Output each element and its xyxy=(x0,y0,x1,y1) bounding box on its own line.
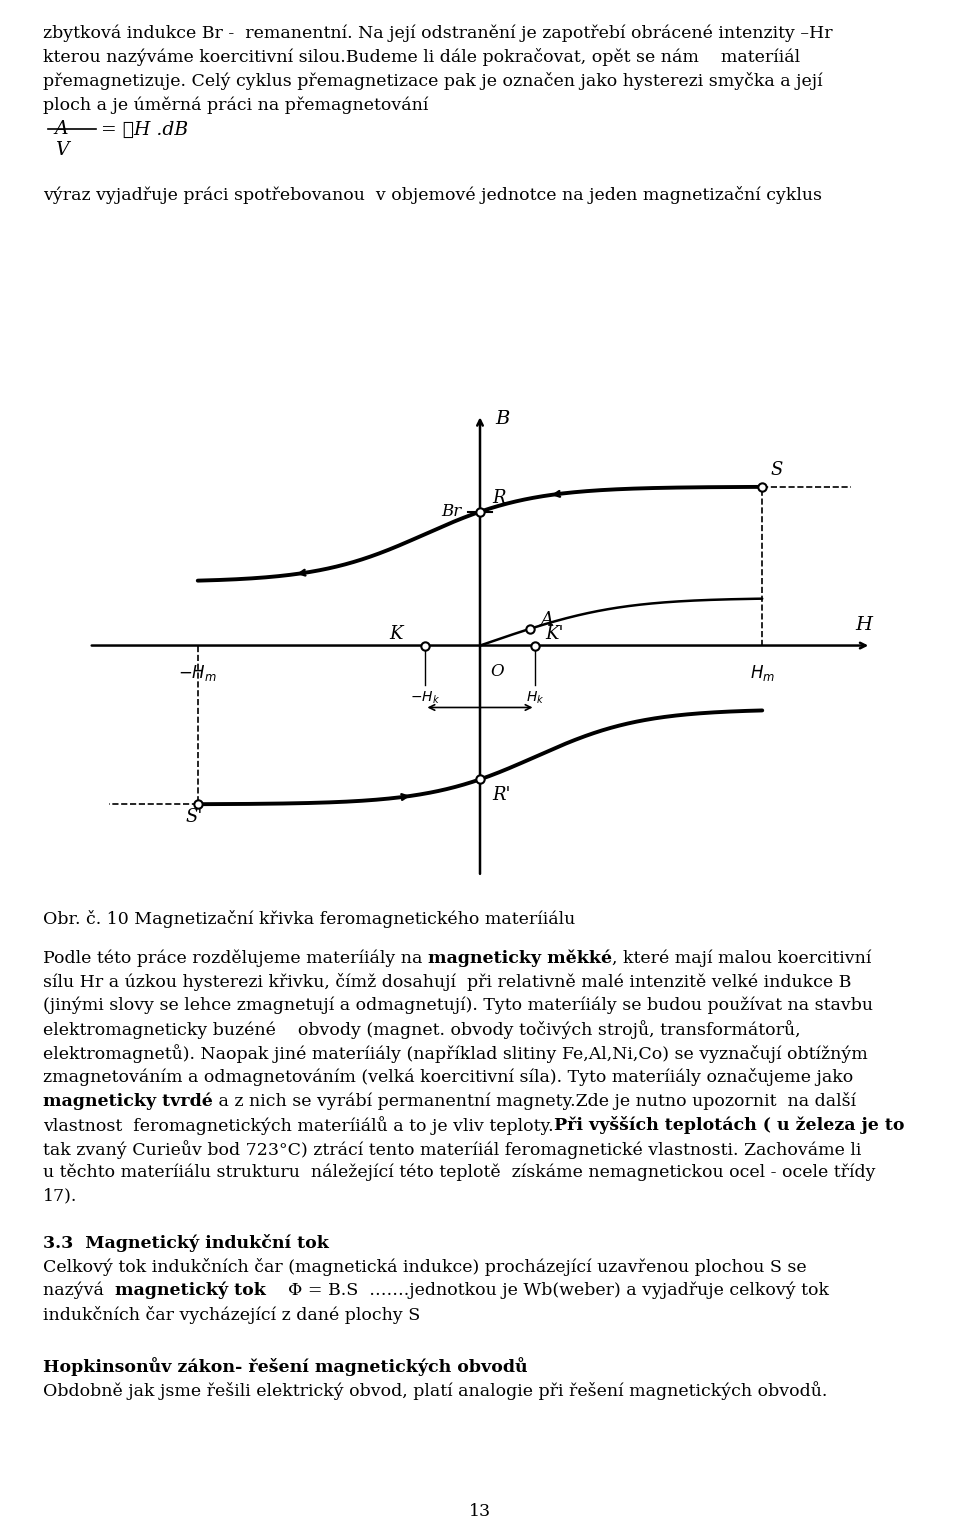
Text: R': R' xyxy=(492,785,511,804)
Text: přemagnetizuje. Celý cyklus přemagnetizace pak je označen jako hysterezi smyčka : přemagnetizuje. Celý cyklus přemagnetiza… xyxy=(43,72,823,91)
Text: $-H_m$: $-H_m$ xyxy=(179,662,217,682)
Text: a z nich se vyrábí permanentní magnety.Zde je nutno upozornit  na další: a z nich se vyrábí permanentní magnety.Z… xyxy=(213,1091,856,1110)
Text: A: A xyxy=(540,612,554,630)
Text: Obr. č. 10 Magnetizační křivka feromagnetického materíiálu: Obr. č. 10 Magnetizační křivka feromagne… xyxy=(43,910,575,928)
Text: zmagnetováním a odmagnetováním (velká koercitivní síla). Tyto materíiály označuj: zmagnetováním a odmagnetováním (velká ko… xyxy=(43,1068,853,1087)
Text: (jinými slovy se lehce zmagnetují a odmagnetují). Tyto materíiály se budou použí: (jinými slovy se lehce zmagnetují a odma… xyxy=(43,998,874,1014)
Text: A: A xyxy=(55,120,68,138)
Text: Φ = B.S  …….jednotkou je Wb(weber) a vyjadřuje celkový tok: Φ = B.S …….jednotkou je Wb(weber) a vyja… xyxy=(266,1282,828,1299)
Text: tak zvaný Curieův bod 723°C) ztrácí tento materíiál feromagnetické vlastnosti. Z: tak zvaný Curieův bod 723°C) ztrácí tent… xyxy=(43,1140,861,1159)
Text: R: R xyxy=(492,489,506,507)
Text: elektromagnetů). Naopak jiné materíiály (například slitiny Fe,Al,Ni,Co) se vyzna: elektromagnetů). Naopak jiné materíiály … xyxy=(43,1045,868,1064)
Text: B: B xyxy=(495,410,510,427)
Text: u těchto materíiálu strukturu  náležející této teplotě  získáme nemagnetickou oc: u těchto materíiálu strukturu náležející… xyxy=(43,1164,876,1180)
Text: , které mají malou koercitivní: , které mají malou koercitivní xyxy=(612,950,872,967)
Text: H: H xyxy=(855,616,872,635)
Text: elektromagneticky buzéné    obvody (magnet. obvody točivých strojů, transformáto: elektromagneticky buzéné obvody (magnet.… xyxy=(43,1021,801,1039)
Text: $H_m$: $H_m$ xyxy=(750,662,775,682)
Text: Obdobně jak jsme řešili elektrický obvod, platí analogie při řešení magnetických: Obdobně jak jsme řešili elektrický obvod… xyxy=(43,1382,828,1400)
Text: S: S xyxy=(770,461,782,478)
Text: Při vyšších teplotách ( u železa je to: Při vyšších teplotách ( u železa je to xyxy=(554,1116,904,1134)
Text: K': K' xyxy=(545,626,564,642)
Text: Hopkinsonův zákon- řešení magnetických obvodů: Hopkinsonův zákon- řešení magnetických o… xyxy=(43,1357,528,1376)
Text: magneticky měkké: magneticky měkké xyxy=(428,950,612,967)
Text: magnetický tok: magnetický tok xyxy=(115,1282,266,1299)
Text: Podle této práce rozdělujeme materíiály na: Podle této práce rozdělujeme materíiály … xyxy=(43,950,428,967)
Text: O: O xyxy=(490,662,504,679)
Text: Br: Br xyxy=(442,503,462,520)
Text: 17).: 17). xyxy=(43,1188,78,1205)
Text: vlastnost  feromagnetických materíiálů a to je vliv teploty.: vlastnost feromagnetických materíiálů a … xyxy=(43,1116,554,1134)
Text: Celkový tok indukčních čar (magnetická indukce) procházející uzavřenou plochou S: Celkový tok indukčních čar (magnetická i… xyxy=(43,1257,806,1276)
Text: sílu Hr a úzkou hysterezi křivku, čímž dosahují  při relativně malé intenzitě ve: sílu Hr a úzkou hysterezi křivku, čímž d… xyxy=(43,973,852,991)
Text: V: V xyxy=(55,141,68,160)
Text: ploch a je úměrná práci na přemagnetování: ploch a je úměrná práci na přemagnetován… xyxy=(43,95,428,114)
Text: K: K xyxy=(390,626,403,642)
Text: 3.3  Magnetický indukční tok: 3.3 Magnetický indukční tok xyxy=(43,1234,329,1253)
Text: $H_k$: $H_k$ xyxy=(526,689,544,705)
Text: S': S' xyxy=(185,808,203,825)
Text: zbytková indukce Br -  remanentní. Na její odstranění je zapotřebí obrácené inte: zbytková indukce Br - remanentní. Na jej… xyxy=(43,25,833,41)
Text: indukčních čar vycházející z dané plochy S: indukčních čar vycházející z dané plochy… xyxy=(43,1306,420,1323)
Text: magneticky tvrdé: magneticky tvrdé xyxy=(43,1091,213,1110)
Text: = ∮H .dB: = ∮H .dB xyxy=(101,121,188,140)
Text: výraz vyjadřuje práci spotřebovanou  v objemové jednotce na jeden magnetizační c: výraz vyjadřuje práci spotřebovanou v ob… xyxy=(43,186,822,204)
Text: nazývá: nazývá xyxy=(43,1282,115,1299)
Text: kterou nazýváme koercitivní silou.Budeme li dále pokračovat, opět se nám    mate: kterou nazýváme koercitivní silou.Budeme… xyxy=(43,48,801,66)
Text: $-H_k$: $-H_k$ xyxy=(410,689,440,705)
Text: 13: 13 xyxy=(468,1503,492,1520)
